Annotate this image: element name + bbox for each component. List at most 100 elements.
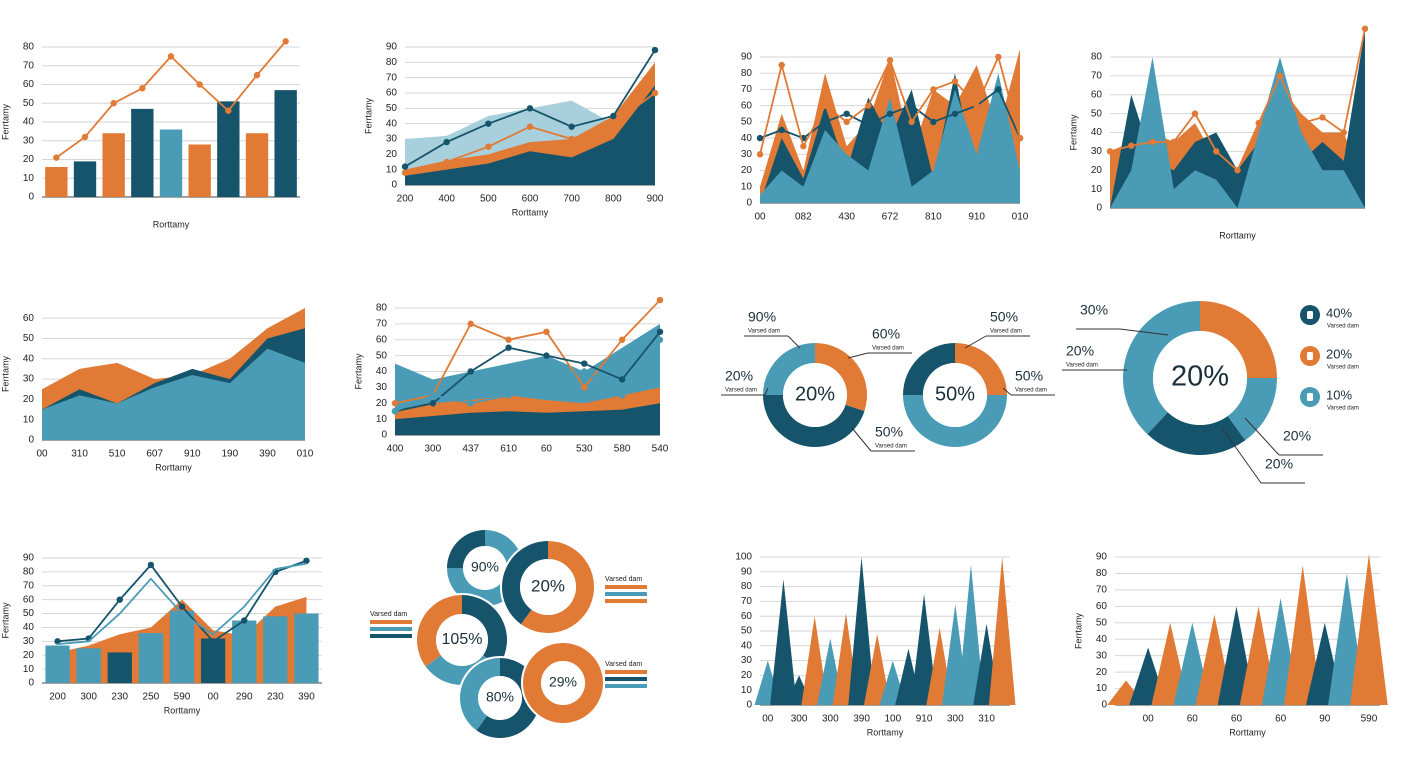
point bbox=[581, 360, 588, 367]
y-tick-label: 70 bbox=[741, 596, 753, 607]
y-axis-title: Ferrtamy bbox=[363, 98, 373, 135]
x-tick-label: 00 bbox=[1143, 714, 1155, 725]
y-tick-label: 0 bbox=[28, 678, 34, 689]
x-tick-label: 400 bbox=[438, 194, 455, 205]
point bbox=[778, 61, 785, 69]
point bbox=[401, 163, 409, 170]
x-tick-label: 810 bbox=[925, 212, 942, 223]
x-tick-label: 580 bbox=[614, 444, 631, 455]
x-tick-label: 082 bbox=[795, 212, 812, 223]
ring-hole bbox=[436, 614, 488, 666]
point bbox=[429, 392, 437, 399]
point bbox=[651, 46, 659, 54]
callout-label: 50% bbox=[990, 309, 1018, 325]
point bbox=[1255, 119, 1262, 127]
point bbox=[147, 561, 155, 569]
point bbox=[505, 344, 512, 351]
point bbox=[401, 169, 409, 176]
point bbox=[81, 133, 89, 141]
point bbox=[116, 596, 123, 603]
x-tick-label: 607 bbox=[146, 449, 163, 460]
donut-segment bbox=[520, 541, 594, 633]
callout-leader bbox=[787, 335, 801, 349]
point bbox=[196, 81, 203, 88]
x-tick-label: 250 bbox=[143, 692, 160, 703]
spike bbox=[848, 557, 875, 705]
callout-label: 20% bbox=[1283, 428, 1311, 444]
y-axis-title: Ferrtamy bbox=[0, 356, 10, 393]
point bbox=[581, 384, 588, 391]
x-tick-label: 300 bbox=[425, 444, 442, 455]
y-tick-label: 20 bbox=[376, 398, 388, 409]
y-tick-label: 20 bbox=[1096, 667, 1108, 678]
ring-hole bbox=[1153, 331, 1247, 425]
ring-hole bbox=[541, 661, 585, 705]
point bbox=[843, 110, 850, 117]
point bbox=[568, 135, 575, 143]
y-tick-label: 10 bbox=[741, 685, 753, 696]
callout-label: 60% bbox=[872, 326, 900, 342]
y-tick-label: 80 bbox=[376, 303, 388, 314]
y-tick-label: 60 bbox=[23, 594, 35, 605]
spike bbox=[801, 616, 828, 705]
y-tick-label: 0 bbox=[746, 700, 752, 711]
y-tick-label: 10 bbox=[386, 164, 398, 175]
y-tick-label: 20 bbox=[23, 154, 35, 165]
x-tick-label: 010 bbox=[297, 449, 314, 460]
legend-swatch bbox=[370, 634, 412, 638]
center-label: 80% bbox=[486, 689, 514, 705]
x-tick-label: 310 bbox=[978, 714, 995, 725]
callout-leader bbox=[851, 427, 872, 452]
y-tick-label: 0 bbox=[391, 180, 397, 191]
y-tick-label: 0 bbox=[746, 198, 752, 209]
x-axis-title: Rorttamy bbox=[867, 727, 904, 737]
line bbox=[394, 339, 661, 413]
point bbox=[930, 118, 937, 126]
point bbox=[951, 78, 959, 85]
point bbox=[110, 100, 117, 107]
x-tick-label: 910 bbox=[184, 449, 201, 460]
bar bbox=[200, 638, 226, 683]
donut-segment bbox=[460, 658, 500, 731]
point bbox=[282, 38, 289, 45]
point bbox=[1340, 129, 1347, 136]
y-tick-label: 60 bbox=[1096, 601, 1108, 612]
donut-segment bbox=[1147, 412, 1246, 455]
point bbox=[930, 86, 937, 93]
point bbox=[1319, 114, 1326, 121]
bar bbox=[188, 144, 211, 197]
legend-swatch bbox=[605, 592, 647, 596]
donut-segment bbox=[903, 343, 955, 395]
y-tick-label: 30 bbox=[1096, 650, 1108, 661]
ring-hole bbox=[923, 363, 987, 427]
point bbox=[543, 376, 550, 383]
legend-swatch bbox=[605, 677, 647, 681]
point bbox=[1298, 119, 1305, 127]
x-tick-label: 60 bbox=[1231, 714, 1243, 725]
x-axis-title: Rorttamy bbox=[1229, 727, 1266, 737]
point bbox=[253, 71, 261, 79]
ring-hole bbox=[520, 559, 576, 615]
x-tick-label: 590 bbox=[1361, 714, 1378, 725]
line bbox=[394, 299, 661, 405]
center-label: 20% bbox=[795, 383, 835, 405]
center-label: 20% bbox=[531, 576, 565, 595]
y-tick-label: 80 bbox=[741, 581, 753, 592]
bar bbox=[131, 108, 154, 197]
y-tick-label: 10 bbox=[23, 664, 35, 675]
y-tick-label: 30 bbox=[23, 636, 35, 647]
x-tick-label: 430 bbox=[838, 212, 855, 223]
legend-label: Varsed dam bbox=[605, 661, 642, 668]
callout-label: 30% bbox=[1080, 302, 1108, 318]
y-tick-label: 50 bbox=[741, 117, 753, 128]
point bbox=[618, 376, 626, 383]
x-axis-title: Rorttamy bbox=[155, 462, 192, 472]
x-tick-label: 200 bbox=[49, 692, 66, 703]
y-tick-label: 30 bbox=[386, 134, 398, 145]
callout-label: 50% bbox=[1015, 368, 1043, 384]
legend-note: Varsed dam bbox=[1327, 365, 1359, 371]
bar bbox=[263, 616, 288, 683]
legend-swatch bbox=[605, 670, 647, 674]
x-tick-label: 100 bbox=[884, 714, 901, 725]
donut-segment bbox=[1200, 301, 1277, 378]
